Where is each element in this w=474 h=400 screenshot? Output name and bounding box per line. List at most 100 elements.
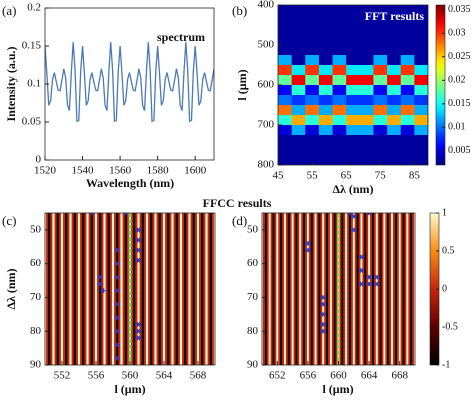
stripe-cell [94,213,98,365]
heat-cell [332,115,347,126]
marker [320,321,326,328]
stripe-cell [414,213,415,365]
marker [114,328,120,334]
marker-stroke [351,227,356,233]
heat-cell [305,125,320,136]
marker-stroke [359,267,364,273]
stripe-cell [124,213,128,365]
x-tick-label: 1540 [72,165,95,177]
plot-area [45,42,214,123]
marker-stroke [115,301,120,307]
stripe-cell [186,213,189,365]
stripe-cell [333,213,337,365]
marker [351,227,357,233]
heat-cell [400,35,415,46]
plot-area [262,213,415,365]
stripe-cell [190,213,194,365]
stripe-cell [272,213,275,365]
stripe-cell [50,213,53,365]
stripe-cell [60,213,64,365]
marker-stroke [98,281,103,287]
x-tick-label: 1580 [147,165,170,177]
marker-stroke [125,213,128,216]
stripe-cell [148,213,151,365]
stripe-cell [329,213,333,365]
stripe-cell [73,213,77,365]
stripe-cell [375,213,379,365]
heat-cell [373,135,388,146]
marker [320,294,326,300]
heat-cell [400,5,415,16]
y-tick-label: 90 [247,359,259,371]
heat-cell [359,15,374,26]
stripe-cell [347,213,350,365]
heat-cell [400,55,415,66]
y-tick-label: 0.05 [22,116,42,128]
stripe-cell [184,213,187,365]
stripe-cell [165,213,168,365]
stripe-cell [276,213,279,365]
heat-cell [346,5,361,16]
marker [135,237,142,243]
x-tick-label: 55 [307,170,319,182]
stripe-cell [175,213,179,365]
stripe-cell [387,213,390,365]
heat-cell [278,5,293,16]
marker [97,274,103,280]
heat-cell [359,75,374,86]
heat-cell [400,145,415,156]
stripe-cell [398,213,402,365]
stripe-cell [45,213,47,365]
stripe-cell [201,213,204,365]
heat-cell [414,25,428,36]
marker-stroke [136,237,141,243]
heat-cell [359,45,374,56]
x-tick-label: 45 [273,170,285,182]
marker-stroke [123,213,127,216]
y-tick-label: 0.15 [22,40,42,52]
marker-stroke [136,328,141,334]
heat-cell [359,125,374,136]
stripe-cell [75,213,79,365]
stripe-cell [46,213,49,365]
heat-cell [400,115,415,126]
marker [358,254,365,260]
marker [135,321,142,328]
stripe-cell [371,213,375,365]
stripe-cell [63,213,66,365]
x-tick-label: 568 [190,370,207,382]
stripe-cell [339,213,342,365]
heat-cell [318,45,334,56]
stripe-cell [324,213,327,365]
heat-cell [346,45,361,56]
stripe-cell [264,213,268,365]
heat-cell [291,125,306,136]
heat-cell [346,105,361,116]
marker [366,281,372,287]
stripe-cell [356,213,359,365]
colorbar [435,4,446,166]
stripe-cell [262,213,264,365]
stripe-cell [303,213,306,365]
heat-cell [387,115,402,126]
stripe-cell [209,213,213,365]
heat-cell [318,125,334,136]
stripe-cell [377,213,381,365]
stripe-cell [383,213,386,365]
marker-stroke [89,213,93,216]
heat-cell [414,155,428,165]
y-tick-label: 500 [258,39,275,51]
stripe-cell [77,213,81,365]
x-tick-label: 65 [341,170,353,182]
stripe-cell [173,213,177,365]
marker-stroke [321,294,326,300]
x-tick-label: 668 [391,370,408,382]
heat-cell [400,85,415,96]
stripe-cell [393,213,396,365]
heat-cell [278,115,293,126]
heat-cell [414,5,428,16]
stripe-cell [84,213,87,365]
heat-cell [400,65,415,76]
stripe-cell [133,213,136,365]
